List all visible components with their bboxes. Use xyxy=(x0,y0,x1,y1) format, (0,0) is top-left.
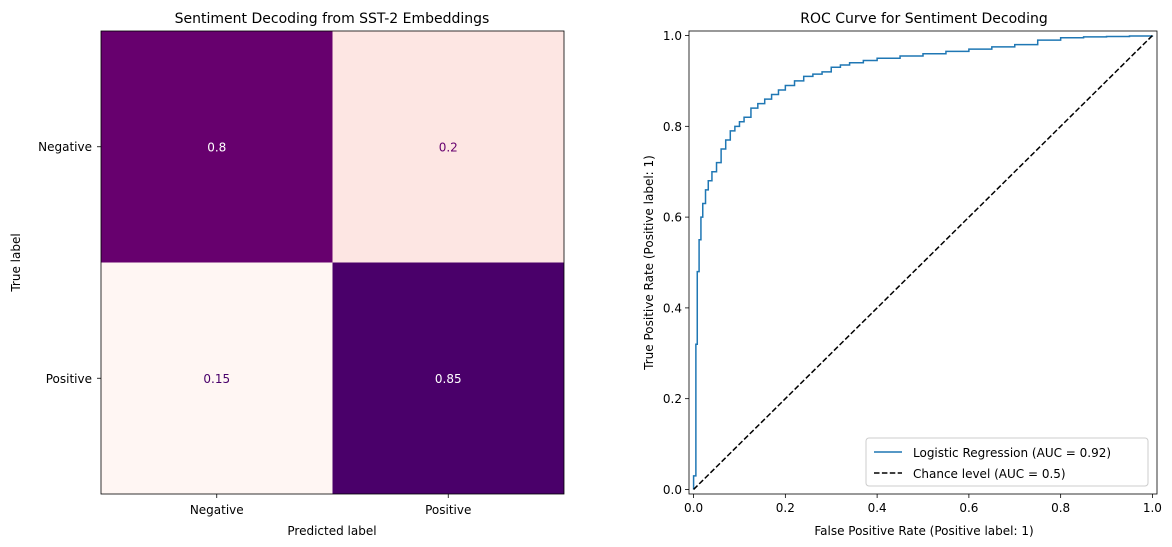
cm-x-tick-label: Positive xyxy=(425,503,471,517)
cm-frame xyxy=(100,30,565,495)
roc-x-tick-label: 0.2 xyxy=(776,501,795,515)
cm-x-axis-label: Predicted label xyxy=(287,524,376,538)
cm-y-tick-label: Positive xyxy=(46,372,92,386)
cm-x-ticks: Negative Positive xyxy=(190,494,471,517)
legend-label-logistic: Logistic Regression (AUC = 0.92) xyxy=(913,446,1111,460)
cm-y-axis-label: True label xyxy=(9,233,23,292)
cm-y-ticks: Negative Positive xyxy=(38,140,101,386)
legend-box xyxy=(865,437,1149,487)
roc-x-tick-label: 0.8 xyxy=(1051,501,1070,515)
roc-x-ticks: 0.0 0.2 0.4 0.6 0.8 1.0 xyxy=(684,494,1162,515)
legend-label-chance: Chance level (AUC = 0.5) xyxy=(913,467,1066,481)
roc-x-tick-label: 0.0 xyxy=(684,501,703,515)
cm-title: Sentiment Decoding from SST-2 Embeddings xyxy=(175,11,490,27)
cm-cell-value: 0.15 xyxy=(203,372,230,386)
cm-cell xyxy=(332,262,564,494)
roc-curve-chance xyxy=(693,35,1153,490)
cm-cell-value: 0.85 xyxy=(435,372,462,386)
roc-y-tick-label: 0.2 xyxy=(663,392,682,406)
cm-cell-labels: 0.8 0.2 0.15 0.85 xyxy=(203,140,461,386)
roc-x-tick-label: 0.4 xyxy=(868,501,887,515)
roc-x-tick-label: 0.6 xyxy=(959,501,978,515)
roc-legend: Logistic Regression (AUC = 0.92) Chance … xyxy=(865,437,1149,487)
roc-y-tick-label: 0.4 xyxy=(663,301,682,315)
cm-cells xyxy=(101,31,564,494)
cm-cell xyxy=(101,262,333,494)
roc-lines xyxy=(692,35,1154,490)
roc-title: ROC Curve for Sentiment Decoding xyxy=(800,11,1047,27)
roc-y-tick-label: 0.8 xyxy=(663,120,682,134)
cm-x-tick-label: Negative xyxy=(190,503,244,517)
roc-chart: ROC Curve for Sentiment Decoding 0.0 0.2 0… xyxy=(642,11,1162,538)
roc-y-axis-label: True Positive Rate (Positive label: 1) xyxy=(642,155,656,371)
roc-y-tick-label: 0.6 xyxy=(663,211,682,225)
cm-cell-value: 0.8 xyxy=(207,140,226,154)
roc-y-tick-label: 0.0 xyxy=(663,483,682,497)
roc-curve-logistic xyxy=(692,35,1154,490)
roc-x-tick-label: 1.0 xyxy=(1143,501,1162,515)
roc-frame xyxy=(688,30,1158,495)
cm-cell-value: 0.2 xyxy=(439,140,458,154)
roc-x-axis-label: False Positive Rate (Positive label: 1) xyxy=(814,524,1033,538)
cm-cell xyxy=(101,31,333,263)
roc-y-tick-label: 1.0 xyxy=(663,29,682,43)
cm-cell xyxy=(332,31,564,263)
cm-y-tick-label: Negative xyxy=(38,140,92,154)
confusion-matrix: Sentiment Decoding from SST-2 Embeddings… xyxy=(9,11,565,538)
roc-y-ticks: 0.0 0.2 0.4 0.6 0.8 1.0 xyxy=(663,29,689,497)
